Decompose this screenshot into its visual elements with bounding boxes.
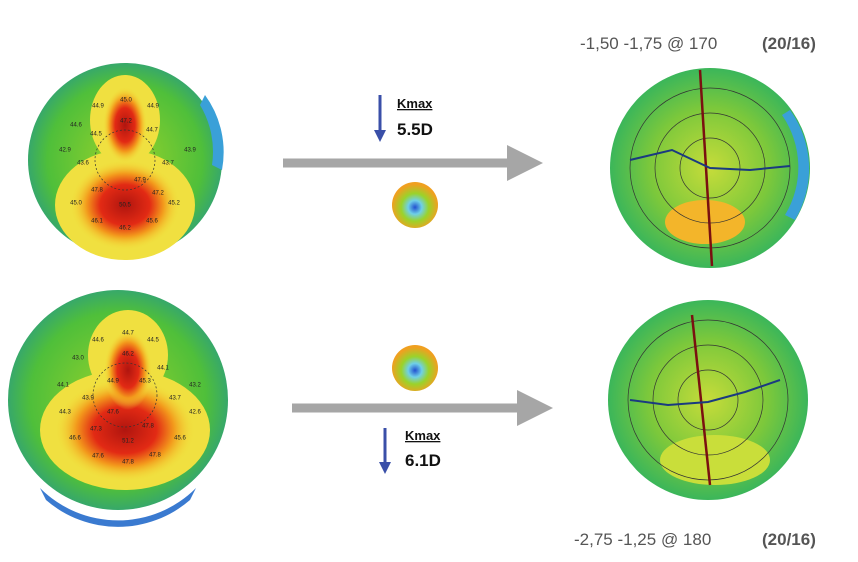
- map-value: 47.8: [142, 424, 154, 430]
- map-value: 43.9: [184, 148, 196, 154]
- map-value: 43.9: [82, 396, 94, 402]
- map-value: 44.1: [157, 366, 169, 372]
- pre-map-bottom: [8, 290, 228, 527]
- map-value: 44.9: [92, 104, 104, 110]
- map-value: 43.7: [169, 396, 181, 402]
- kmax-value: 6.1D: [405, 451, 441, 470]
- map-value: 42.6: [189, 410, 201, 416]
- map-value: 44.5: [147, 338, 159, 344]
- kmax-value: 5.5D: [397, 120, 433, 139]
- map-value: 46.2: [122, 352, 134, 358]
- refraction: -1,50 -1,75 @ 170: [580, 34, 717, 53]
- map-value: 47.8: [122, 460, 134, 466]
- map-value: 44.9: [107, 379, 119, 385]
- map-value: 43.0: [72, 356, 84, 362]
- map-value: 44.6: [70, 123, 82, 129]
- map-value: 47.8: [149, 453, 161, 459]
- map-value: 43.7: [162, 161, 174, 167]
- map-value: 47.8: [91, 188, 103, 194]
- map-value: 43.6: [77, 161, 89, 167]
- map-value: 47.3: [90, 427, 102, 433]
- refraction: -2,75 -1,25 @ 180: [574, 530, 711, 549]
- post-map-top: [610, 68, 810, 268]
- acuity: (20/16): [762, 34, 816, 53]
- map-value: 44.9: [147, 104, 159, 110]
- map-value: 44.7: [122, 331, 134, 337]
- map-value: 44.1: [57, 383, 69, 389]
- post-map-bottom: [608, 300, 808, 500]
- map-value: 42.9: [59, 148, 71, 154]
- map-value: 45.3: [139, 379, 151, 385]
- map-value: 44.3: [59, 410, 71, 416]
- map-value: 46.6: [69, 436, 81, 442]
- map-value: 43.2: [189, 383, 201, 389]
- acuity: (20/16): [762, 530, 816, 549]
- map-value: 47.6: [107, 410, 119, 416]
- map-value: 44.5: [90, 132, 102, 138]
- map-value: 44.7: [146, 128, 158, 134]
- kmax-label: Kmax: [397, 96, 433, 111]
- map-value: 50.5: [119, 203, 131, 209]
- map-value: 47.2: [152, 191, 164, 197]
- map-value: 45.6: [174, 436, 186, 442]
- map-value: 45.0: [120, 98, 132, 104]
- map-value: 46.2: [119, 226, 131, 232]
- map-value: 44.6: [92, 338, 104, 344]
- map-value: 47.6: [92, 454, 104, 460]
- kmax-label: Kmax: [405, 428, 441, 443]
- map-value: 45.2: [168, 201, 180, 207]
- map-value: 45.6: [146, 219, 158, 225]
- map-value: 47.9: [134, 178, 146, 184]
- map-value: 51.2: [122, 439, 134, 445]
- difference-map-bottom: [392, 345, 438, 391]
- figure: Kmax 5.5D Kmax 6.1D -1,50 -1,75 @ 170 (2…: [0, 0, 858, 562]
- map-value: 45.0: [70, 201, 82, 207]
- map-value: 47.2: [120, 119, 132, 125]
- map-value: 46.1: [91, 219, 103, 225]
- difference-map-top: [392, 182, 438, 228]
